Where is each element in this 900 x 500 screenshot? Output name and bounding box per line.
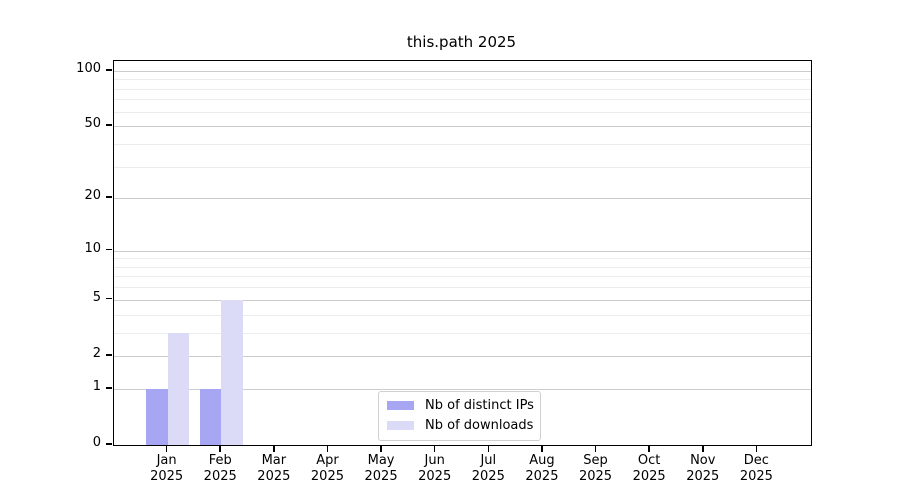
y-tick-mark bbox=[106, 69, 112, 71]
x-tick-label: Jun 2025 bbox=[418, 453, 452, 484]
bar-distinct-ips bbox=[199, 388, 222, 445]
gridline-major bbox=[114, 198, 811, 200]
gridline-major bbox=[114, 355, 811, 357]
x-tick-mark bbox=[648, 445, 650, 452]
y-tick-mark bbox=[106, 124, 112, 126]
x-tick-label: Feb 2025 bbox=[203, 453, 237, 484]
x-tick-label: Dec 2025 bbox=[739, 453, 773, 484]
gridline-minor bbox=[114, 166, 811, 168]
x-tick-mark bbox=[380, 445, 382, 452]
gridline-major bbox=[114, 250, 811, 252]
legend-label-downloads: Nb of downloads bbox=[425, 418, 534, 433]
legend-item-distinct-ips: Nb of distinct IPs bbox=[387, 397, 534, 414]
y-tick-mark bbox=[106, 354, 112, 356]
gridline-minor bbox=[114, 99, 811, 101]
x-tick-mark bbox=[433, 445, 436, 452]
x-tick-mark bbox=[755, 445, 758, 452]
y-tick-mark bbox=[106, 196, 112, 198]
x-tick-label: Mar 2025 bbox=[257, 453, 291, 484]
x-tick-label: Jul 2025 bbox=[471, 453, 505, 484]
bar-downloads bbox=[167, 332, 190, 445]
plot-area: Nb of distinct IPs Nb of downloads bbox=[113, 60, 812, 446]
y-tick-label: 20 bbox=[84, 188, 101, 204]
legend: Nb of distinct IPs Nb of downloads bbox=[378, 391, 541, 441]
x-tick-mark bbox=[594, 445, 597, 452]
y-tick-label: 100 bbox=[76, 60, 101, 76]
x-tick-mark bbox=[273, 445, 275, 452]
y-tick-label: 1 bbox=[92, 378, 101, 394]
y-tick-label: 10 bbox=[84, 240, 101, 256]
y-tick-label: 5 bbox=[92, 289, 101, 305]
x-tick-mark bbox=[487, 445, 490, 452]
legend-label-distinct-ips: Nb of distinct IPs bbox=[425, 398, 534, 413]
gridline-minor bbox=[114, 332, 811, 334]
gridline-major bbox=[114, 126, 811, 128]
gridline-minor bbox=[114, 79, 811, 81]
gridline-minor bbox=[114, 276, 811, 278]
chart-title: this.path 2025 bbox=[406, 33, 517, 51]
legend-swatch-distinct-ips-icon bbox=[387, 401, 414, 410]
y-tick-mark bbox=[106, 248, 112, 251]
y-tick-mark bbox=[106, 387, 112, 389]
gridline-minor bbox=[114, 314, 811, 316]
x-tick-label: Oct 2025 bbox=[632, 453, 666, 484]
gridline-minor bbox=[114, 88, 811, 90]
gridline-minor bbox=[114, 258, 811, 260]
x-tick-label: Nov 2025 bbox=[686, 453, 720, 484]
bar-downloads bbox=[221, 299, 243, 445]
gridline-minor bbox=[114, 266, 811, 268]
x-tick-mark bbox=[326, 445, 329, 452]
x-tick-mark bbox=[541, 445, 543, 452]
gridline-major bbox=[114, 388, 811, 390]
gridline-minor bbox=[114, 111, 811, 113]
y-tick-mark bbox=[106, 297, 112, 300]
bar-distinct-ips bbox=[146, 388, 168, 445]
y-tick-mark bbox=[106, 443, 112, 445]
x-tick-label: Apr 2025 bbox=[310, 453, 344, 484]
gridline-minor bbox=[114, 287, 811, 289]
x-tick-label: Sep 2025 bbox=[578, 453, 613, 484]
gridline-major bbox=[114, 299, 811, 301]
x-tick-label: May 2025 bbox=[364, 453, 398, 484]
x-tick-mark bbox=[219, 445, 221, 452]
y-tick-label: 0 bbox=[92, 435, 101, 450]
x-tick-label: Jan 2025 bbox=[150, 453, 184, 484]
legend-swatch-downloads-icon bbox=[387, 421, 414, 430]
gridline-major bbox=[114, 70, 811, 72]
y-tick-label: 2 bbox=[92, 345, 101, 361]
y-tick-label: 50 bbox=[84, 116, 101, 132]
x-tick-label: Aug 2025 bbox=[525, 453, 559, 484]
x-tick-mark bbox=[702, 445, 704, 452]
legend-item-downloads: Nb of downloads bbox=[387, 417, 534, 434]
gridline-minor bbox=[114, 143, 811, 145]
x-tick-mark bbox=[165, 445, 168, 452]
